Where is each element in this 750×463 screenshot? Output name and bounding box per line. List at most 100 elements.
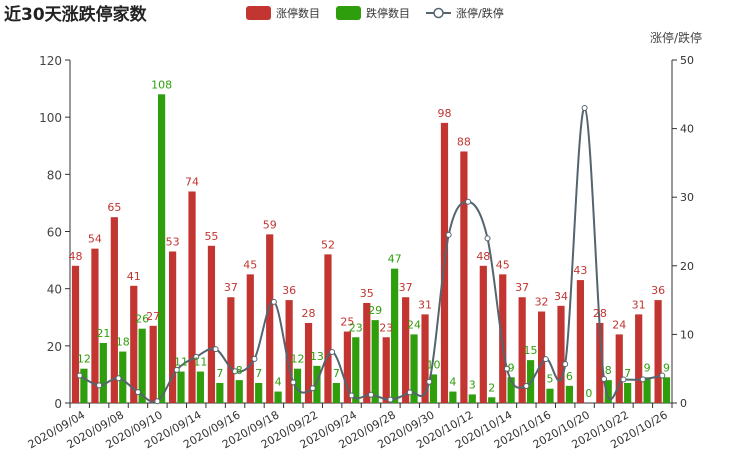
data-label-limit-up: 37 bbox=[399, 281, 413, 294]
ratio-line bbox=[76, 105, 666, 405]
data-label-limit-up: 28 bbox=[302, 307, 316, 320]
data-label-limit-down: 9 bbox=[644, 361, 651, 374]
data-label-limit-up: 52 bbox=[321, 238, 335, 251]
bar-limit-down bbox=[546, 388, 554, 403]
ratio-point bbox=[659, 372, 666, 379]
ratio-point bbox=[601, 375, 608, 382]
data-label-limit-up: 45 bbox=[243, 258, 257, 271]
right-axis-tick-label: 0 bbox=[680, 397, 687, 410]
bar-limit-down bbox=[468, 394, 476, 403]
data-label-limit-up: 43 bbox=[573, 264, 587, 277]
bar-limit-down bbox=[371, 320, 379, 403]
bar-limit-down bbox=[488, 397, 496, 403]
data-label-limit-down: 9 bbox=[508, 361, 515, 374]
ratio-point bbox=[212, 346, 219, 353]
data-label-limit-up: 23 bbox=[379, 321, 393, 334]
left-axis-tick-label: 80 bbox=[47, 168, 62, 182]
ratio-point bbox=[581, 105, 588, 112]
ratio-point bbox=[96, 382, 103, 389]
bar-limit-down bbox=[80, 368, 88, 403]
bar-limit-down bbox=[157, 94, 166, 404]
right-axis-name: 涨停/跌停 bbox=[650, 30, 702, 45]
bar-limit-down bbox=[196, 371, 205, 403]
legend[interactable]: 涨停数目 跌停数目 涨停/跌停 bbox=[246, 6, 504, 20]
bar-limit-down bbox=[507, 377, 515, 403]
bar-limit-down bbox=[332, 382, 340, 403]
bar-limit-down bbox=[99, 342, 107, 403]
data-label-limit-up: 31 bbox=[418, 298, 432, 311]
legend-label: 涨停/跌停 bbox=[456, 6, 504, 20]
data-label-limit-up: 24 bbox=[612, 318, 626, 331]
data-label-limit-down: 8 bbox=[236, 364, 243, 377]
ratio-point bbox=[348, 392, 355, 399]
right-axis-tick-label: 50 bbox=[680, 54, 694, 67]
bar-limit-down bbox=[662, 377, 671, 403]
legend-swatch-limit-up bbox=[246, 6, 271, 20]
bar-limit-down bbox=[391, 268, 399, 403]
ratio-point bbox=[134, 389, 141, 396]
bar-limit-up bbox=[382, 337, 390, 403]
bar-limit-down bbox=[274, 391, 282, 403]
data-label-limit-up: 37 bbox=[515, 281, 529, 294]
right-axis-tick-label: 30 bbox=[680, 191, 694, 204]
ratio-point bbox=[406, 389, 413, 396]
data-label-limit-down: 26 bbox=[135, 313, 149, 326]
ratio-point bbox=[620, 376, 627, 383]
bar-limit-down bbox=[177, 371, 185, 403]
bar-limit-up bbox=[518, 297, 526, 403]
bar-limit-up bbox=[227, 297, 235, 403]
data-label-limit-down: 13 bbox=[310, 350, 324, 363]
data-label-limit-up: 55 bbox=[204, 230, 218, 243]
data-label-limit-up: 34 bbox=[554, 290, 568, 303]
data-label-limit-down: 7 bbox=[624, 367, 631, 380]
bar-limit-up bbox=[169, 251, 177, 403]
left-axis-tick-label: 40 bbox=[47, 283, 62, 297]
data-label-limit-down: 11 bbox=[174, 356, 188, 369]
right-axis-tick-label: 40 bbox=[680, 123, 694, 136]
bar-limit-up bbox=[130, 285, 138, 403]
bar-limit-up bbox=[149, 325, 157, 403]
bar-limit-up bbox=[654, 300, 662, 403]
data-label-limit-up: 41 bbox=[127, 270, 141, 283]
data-label-limit-up: 59 bbox=[263, 218, 277, 231]
bar-limit-down bbox=[255, 382, 263, 403]
data-label-limit-down: 2 bbox=[488, 381, 495, 394]
ratio-line-path bbox=[79, 107, 663, 404]
data-labels: 4812542165184126271085311741155737845759… bbox=[69, 78, 670, 400]
bar-limit-up bbox=[91, 248, 99, 403]
data-label-limit-down: 3 bbox=[469, 378, 476, 391]
data-label-limit-up: 48 bbox=[476, 250, 490, 263]
bar-limit-up bbox=[110, 217, 118, 403]
bar-limit-up bbox=[615, 334, 623, 403]
data-label-limit-up: 35 bbox=[360, 287, 374, 300]
data-label-limit-down: 7 bbox=[216, 367, 223, 380]
left-axis-tick-label: 60 bbox=[47, 226, 62, 240]
bar-limit-up bbox=[343, 331, 351, 403]
bar-limit-down bbox=[138, 328, 146, 403]
right-axis-tick-label: 20 bbox=[680, 260, 694, 273]
data-label-limit-down: 4 bbox=[449, 376, 456, 389]
bar-limit-up bbox=[246, 274, 254, 403]
left-axis-tick-label: 0 bbox=[54, 397, 62, 411]
left-axis-tick-label: 120 bbox=[39, 54, 62, 68]
data-label-limit-up: 36 bbox=[282, 284, 296, 297]
data-label-limit-down: 15 bbox=[524, 344, 538, 357]
left-axis-tick-label: 20 bbox=[47, 340, 62, 354]
bar-limit-down bbox=[410, 334, 418, 403]
data-label-limit-up: 45 bbox=[496, 258, 510, 271]
data-label-limit-down: 29 bbox=[368, 304, 382, 317]
data-label-limit-up: 98 bbox=[437, 107, 451, 120]
data-label-limit-down: 23 bbox=[349, 321, 363, 334]
bar-limit-up bbox=[421, 314, 429, 403]
bar-limit-down bbox=[624, 382, 632, 403]
data-label-limit-down: 9 bbox=[663, 361, 670, 374]
data-label-limit-down: 5 bbox=[546, 373, 553, 386]
bar-limit-up bbox=[207, 245, 216, 403]
data-label-limit-up: 32 bbox=[535, 296, 549, 309]
bar-limit-down bbox=[643, 377, 651, 403]
bar-limit-up bbox=[596, 322, 604, 403]
data-label-limit-down: 0 bbox=[585, 387, 592, 400]
data-label-limit-up: 28 bbox=[593, 307, 607, 320]
